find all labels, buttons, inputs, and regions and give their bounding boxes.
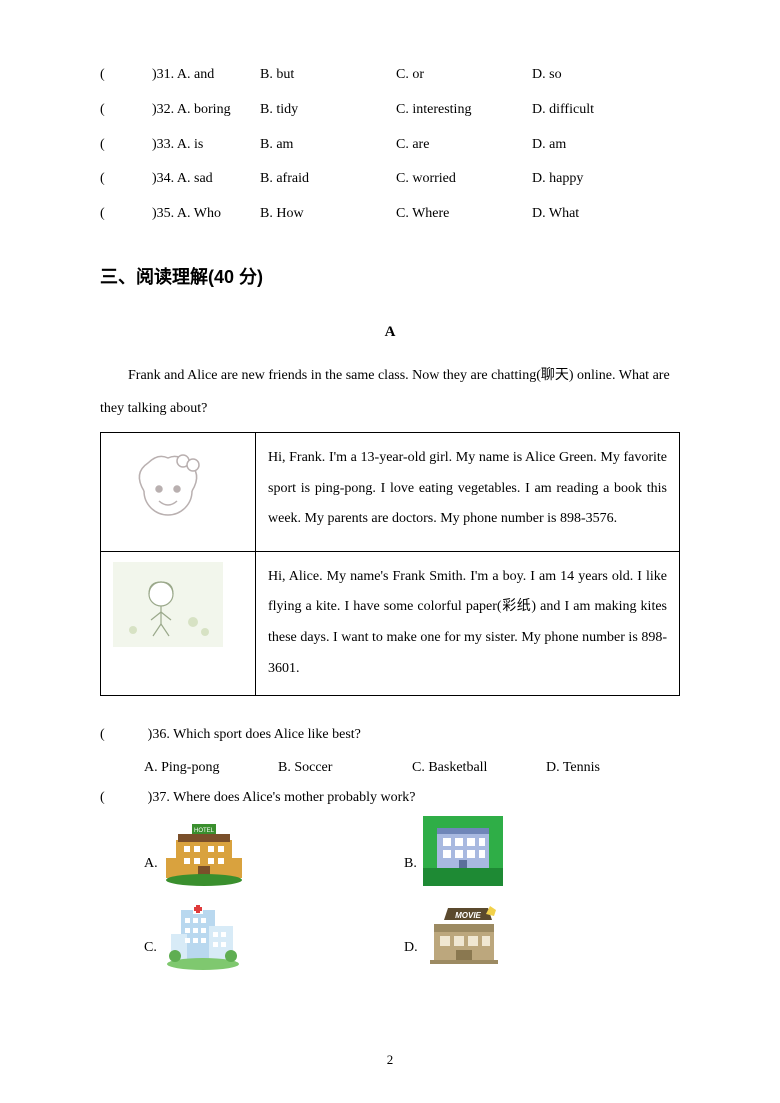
paren-open: (	[100, 199, 116, 230]
page: ( )31. A. and B. but C. or D. so ( )32. …	[0, 0, 780, 1103]
opt-label: C.	[144, 933, 157, 970]
q36-opt-a: A. Ping-pong	[144, 753, 278, 784]
q37-opt-c: C.	[144, 900, 404, 970]
svg-text:HOTEL: HOTEL	[194, 828, 215, 834]
answer-blank[interactable]	[116, 130, 152, 161]
mc-stem: )31. A. and	[152, 60, 260, 91]
mc-opt-c: C. or	[396, 60, 532, 91]
svg-text:MOVIE: MOVIE	[455, 911, 481, 920]
q37-opt-b: B.	[404, 816, 664, 886]
q37-opt-d: D. MOVIE	[404, 900, 664, 970]
mc-row: ( )33. A. is B. am C. are D. am	[100, 130, 680, 161]
q37-stem: )37. Where does Alice's mother probably …	[148, 790, 416, 805]
school-icon	[423, 816, 503, 886]
chat-text: Hi, Frank. I'm a 13-year-old girl. My na…	[256, 432, 680, 551]
mc-opt-b: B. but	[260, 60, 396, 91]
mc-opt-b: B. afraid	[260, 164, 396, 195]
answer-blank[interactable]	[116, 95, 152, 126]
answer-blank[interactable]	[116, 60, 152, 91]
paren-open: (	[100, 95, 116, 126]
img-opt-row: C.	[144, 900, 680, 970]
hospital-icon	[163, 900, 243, 970]
mc-row: ( )35. A. Who B. How C. Where D. What	[100, 199, 680, 230]
chat-table: Hi, Frank. I'm a 13-year-old girl. My na…	[100, 432, 680, 696]
answer-blank[interactable]	[116, 164, 152, 195]
girl-avatar-icon	[113, 443, 223, 528]
avatar-cell	[101, 432, 256, 551]
mc-opt-c: C. are	[396, 130, 532, 161]
section-title: 三、阅读理解(40 分)	[100, 258, 680, 298]
mc-opt-d: D. difficult	[532, 95, 668, 126]
q36-options: A. Ping-pong B. Soccer C. Basketball D. …	[100, 753, 680, 784]
mc-block: ( )31. A. and B. but C. or D. so ( )32. …	[100, 60, 680, 230]
paren-open: (	[100, 130, 116, 161]
q37-opt-a: A. HOTEL	[144, 816, 404, 886]
mc-stem: )34. A. sad	[152, 164, 260, 195]
q37: ( )37. Where does Alice's mother probabl…	[100, 783, 680, 814]
mc-row: ( )34. A. sad B. afraid C. worried D. ha…	[100, 164, 680, 195]
mc-opt-b: B. am	[260, 130, 396, 161]
mc-opt-b: B. How	[260, 199, 396, 230]
mc-stem: )33. A. is	[152, 130, 260, 161]
paren-open: (	[100, 164, 116, 195]
mc-stem: )35. A. Who	[152, 199, 260, 230]
opt-label: D.	[404, 933, 418, 970]
chat-text: Hi, Alice. My name's Frank Smith. I'm a …	[256, 551, 680, 695]
movie-theater-icon: MOVIE	[424, 900, 504, 970]
mc-opt-d: D. am	[532, 130, 668, 161]
mc-opt-b: B. tidy	[260, 95, 396, 126]
paren-open: (	[100, 60, 116, 91]
table-row: Hi, Alice. My name's Frank Smith. I'm a …	[101, 551, 680, 695]
avatar-cell	[101, 551, 256, 695]
opt-label: B.	[404, 849, 417, 886]
passage-intro: Frank and Alice are new friends in the s…	[100, 359, 680, 426]
passage-label: A	[100, 316, 680, 349]
hotel-icon: HOTEL	[164, 816, 244, 886]
opt-label: A.	[144, 849, 158, 886]
answer-blank[interactable]	[116, 199, 152, 230]
q36: ( )36. Which sport does Alice like best?	[100, 720, 680, 751]
mc-opt-d: D. happy	[532, 164, 668, 195]
mc-opt-d: D. What	[532, 199, 668, 230]
mc-opt-c: C. worried	[396, 164, 532, 195]
mc-row: ( )32. A. boring B. tidy C. interesting …	[100, 95, 680, 126]
table-row: Hi, Frank. I'm a 13-year-old girl. My na…	[101, 432, 680, 551]
mc-row: ( )31. A. and B. but C. or D. so	[100, 60, 680, 91]
paren-open: (	[100, 727, 105, 742]
boy-avatar-icon	[113, 562, 223, 647]
paren-open: (	[100, 790, 105, 805]
q36-opt-c: C. Basketball	[412, 753, 546, 784]
mc-opt-d: D. so	[532, 60, 668, 91]
q36-stem: )36. Which sport does Alice like best?	[148, 727, 361, 742]
mc-opt-c: C. interesting	[396, 95, 532, 126]
q36-opt-d: D. Tennis	[546, 753, 680, 784]
q36-opt-b: B. Soccer	[278, 753, 412, 784]
q37-image-options: A. HOTEL	[100, 816, 680, 970]
mc-stem: )32. A. boring	[152, 95, 260, 126]
page-number: 2	[0, 1046, 780, 1075]
mc-opt-c: C. Where	[396, 199, 532, 230]
img-opt-row: A. HOTEL	[144, 816, 680, 886]
